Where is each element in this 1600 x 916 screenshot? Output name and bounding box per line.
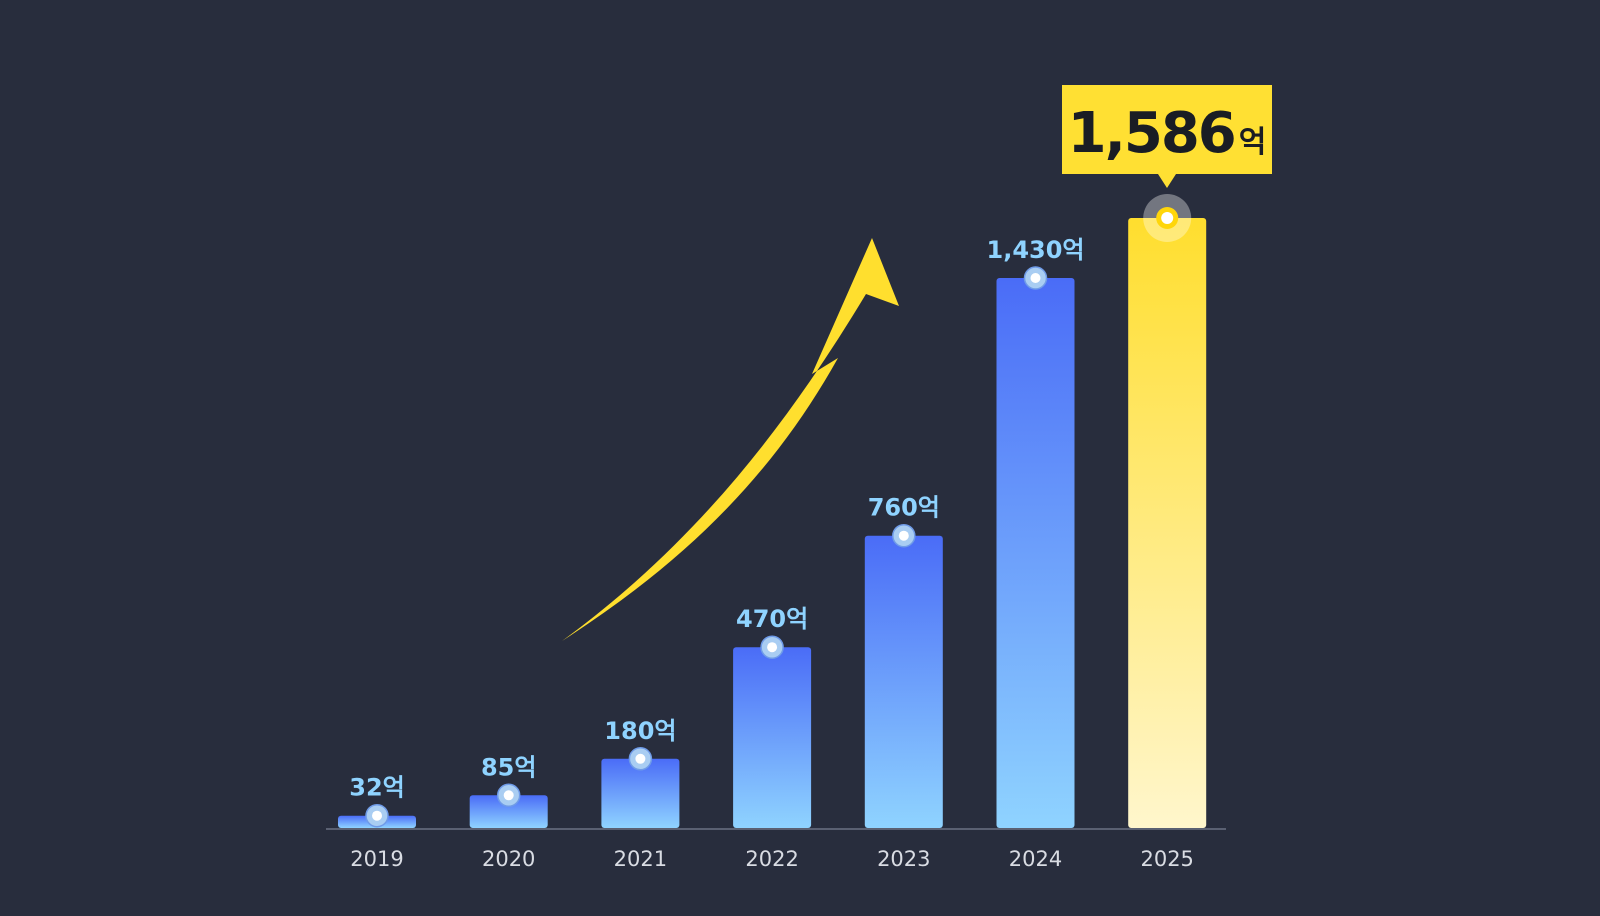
bar-2021 — [601, 758, 680, 828]
value-label-2020: 85억 — [481, 753, 536, 781]
x-tick-label-2021: 2021 — [614, 847, 667, 871]
x-tick-labels: 2019 2020 2021 2022 2023 2024 2025 — [350, 847, 1194, 871]
marker-2021 — [628, 747, 653, 771]
marker-2025 — [1143, 194, 1192, 242]
marker-2023 — [892, 523, 916, 548]
highlight-callout: 1,586 억 — [1062, 85, 1272, 188]
marker-2020 — [496, 783, 521, 808]
highlight-value-unit: 억 — [1239, 125, 1267, 160]
bar-2023 — [864, 535, 943, 828]
up-trend-arrow-icon — [562, 238, 899, 641]
bar-2024 — [996, 278, 1075, 828]
value-label-2024: 1,430억 — [987, 236, 1085, 264]
marker-dot — [503, 790, 514, 801]
value-label-2019: 32억 — [349, 774, 404, 802]
marker-2022 — [760, 635, 784, 659]
value-label-2021: 180억 — [604, 717, 676, 745]
value-label-2023: 760억 — [868, 494, 940, 522]
x-tick-label-2023: 2023 — [877, 847, 930, 871]
x-tick-label-2024: 2024 — [1009, 847, 1062, 871]
value-label-2022: 470억 — [736, 605, 808, 633]
bar-2022 — [733, 647, 812, 828]
bar-2020 — [469, 795, 548, 828]
bars-layer — [338, 218, 1207, 828]
marker-dot — [372, 810, 382, 821]
highlight-value-number: 1,586 — [1068, 101, 1235, 166]
highlight-callout-box — [1062, 85, 1272, 174]
callout-pointer — [1158, 174, 1176, 188]
marker-2024 — [1023, 266, 1048, 290]
marker-dot — [1030, 273, 1041, 283]
marker-2019 — [365, 803, 389, 828]
marker-dot — [1161, 212, 1174, 224]
x-tick-label-2022: 2022 — [745, 847, 798, 871]
x-tick-label-2019: 2019 — [350, 847, 403, 871]
x-tick-label-2020: 2020 — [482, 847, 535, 871]
bar-2025 — [1128, 218, 1207, 828]
highlight-value-label: 1,586 억 — [1068, 101, 1267, 166]
marker-dot — [898, 530, 909, 541]
x-tick-label-2025: 2025 — [1140, 847, 1193, 871]
marker-dot — [767, 642, 778, 653]
value-labels-layer: 32억 85억 180억 470억 760억 1,430억 — [349, 236, 1084, 802]
markers-layer — [365, 194, 1192, 828]
marker-dot — [635, 753, 646, 764]
